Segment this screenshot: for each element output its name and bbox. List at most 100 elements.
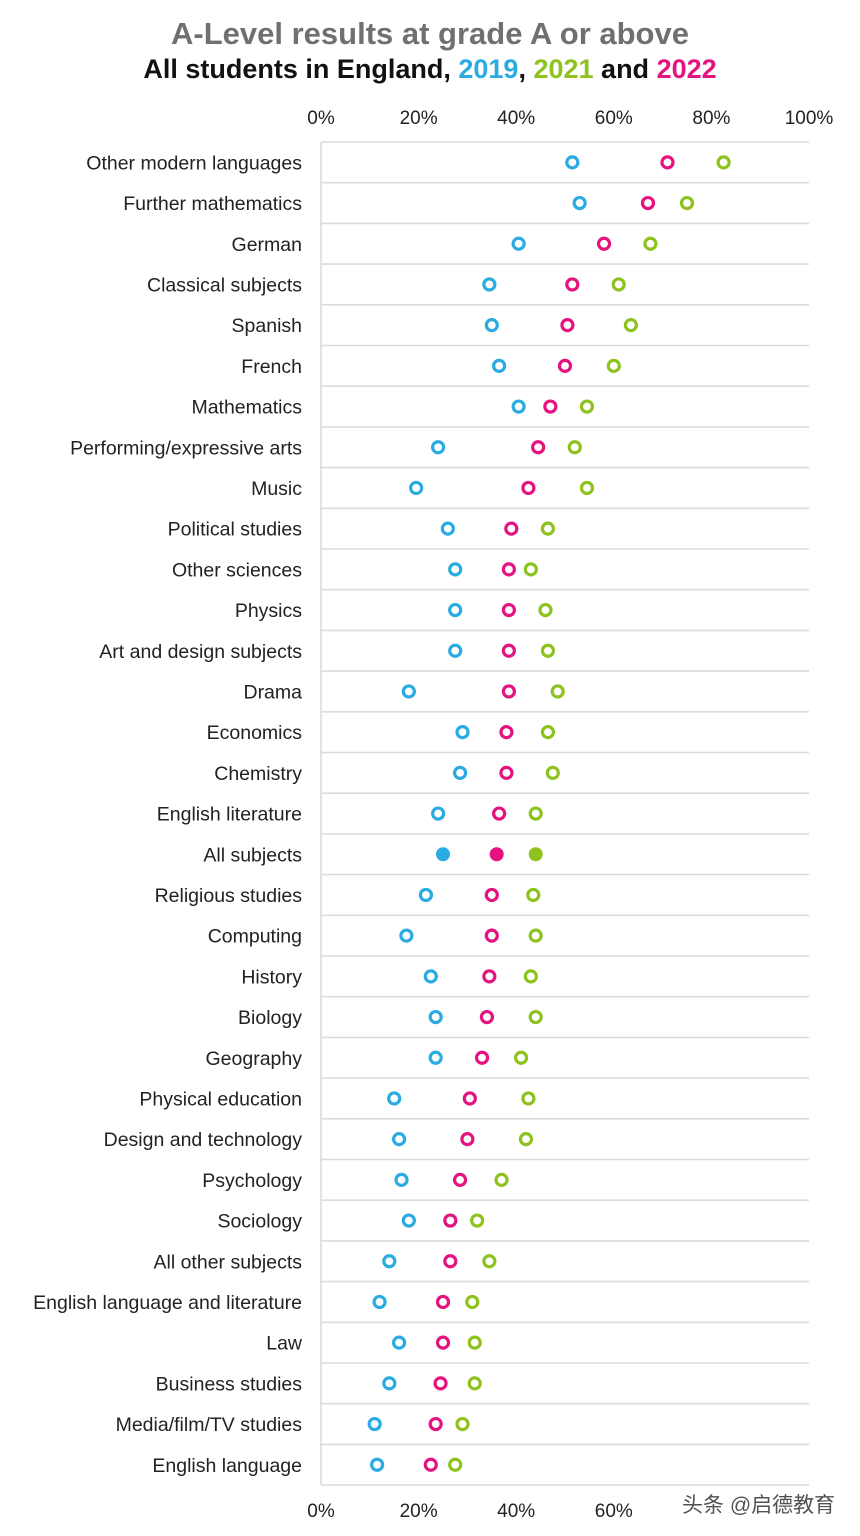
dot-2021 — [523, 562, 538, 577]
dot-2021 — [567, 440, 582, 455]
dot-2019 — [440, 521, 455, 536]
x-tick-label-top: 100% — [785, 108, 834, 129]
dot-2019 — [372, 1294, 387, 1310]
dot-2022 — [501, 602, 516, 618]
dot-2021 — [526, 887, 541, 903]
category-label: Economics — [207, 722, 303, 744]
dot-2021 — [540, 643, 556, 658]
x-tick-label-top: 20% — [400, 108, 438, 129]
category-label: Other sciences — [172, 559, 302, 581]
category-label: All subjects — [203, 844, 302, 866]
dot-2022 — [433, 1376, 448, 1391]
dot-2021 — [716, 155, 731, 170]
dot-2021 — [528, 928, 543, 943]
category-label: Music — [251, 478, 302, 500]
dot-2019 — [418, 887, 434, 903]
subtitle-sep-1: , — [518, 54, 534, 84]
x-tick-label-top: 60% — [595, 108, 633, 129]
legend-year-2021: 2021 — [533, 54, 594, 84]
dot-2022 — [543, 399, 558, 414]
category-label: Performing/expressive arts — [70, 437, 302, 459]
category-label: History — [241, 966, 302, 988]
category-label: Computing — [208, 926, 302, 948]
dot-2019 — [394, 1172, 409, 1187]
dot-2021 — [523, 969, 538, 984]
dot-2022 — [501, 562, 516, 577]
dot-2021 — [611, 277, 626, 292]
dot-2021 — [540, 725, 556, 740]
category-label: German — [232, 234, 302, 256]
dot-2019 — [391, 1335, 407, 1350]
dot-2021 — [494, 1172, 509, 1187]
category-label: Classical subjects — [147, 274, 302, 296]
dot-2019 — [428, 1009, 443, 1025]
dot-2022 — [492, 806, 507, 821]
dot-2022 — [484, 928, 499, 943]
chart-subtitle: All students in England, 2019, 2021 and … — [0, 54, 860, 85]
dot-2022 — [484, 887, 499, 903]
dot-2022 — [660, 155, 675, 170]
dot-2021 — [528, 806, 543, 821]
dot-2019 — [387, 1091, 402, 1106]
dot-2021 — [623, 318, 638, 333]
dot-2019 — [382, 1254, 397, 1269]
dot-2022 — [428, 1416, 443, 1432]
dot-2021 — [643, 236, 658, 251]
subtitle-prefix: All students in England, — [143, 54, 459, 84]
dot-2022 — [640, 195, 656, 211]
dot-2019 — [572, 195, 587, 211]
x-tick-label-top: 40% — [497, 108, 535, 129]
category-label: Mathematics — [191, 397, 302, 419]
category-label: Biology — [238, 1007, 302, 1029]
dot-2019 — [482, 277, 497, 292]
dot-2022 — [423, 1457, 438, 1472]
category-label: All other subjects — [154, 1251, 303, 1273]
dot-2022 — [596, 236, 612, 251]
category-label: Religious studies — [155, 885, 303, 907]
dot-2022 — [435, 1335, 451, 1350]
dot-2021 — [521, 1091, 536, 1106]
dot-2022 — [501, 643, 516, 658]
dot-2021 — [518, 1132, 534, 1147]
category-label: English language and literature — [33, 1292, 302, 1314]
dot-2019 — [565, 155, 580, 170]
dot-2019 — [448, 643, 463, 658]
dot-2019 — [455, 725, 470, 740]
dot-2019 — [399, 928, 414, 943]
dot-2019 — [401, 1213, 416, 1228]
dot-2022 — [531, 440, 546, 455]
x-tick-label-bottom: 60% — [595, 1501, 633, 1522]
dot-2019 — [423, 969, 438, 984]
dot-2021 — [513, 1050, 529, 1065]
category-label: Spanish — [232, 315, 302, 337]
x-tick-label-bottom: 0% — [307, 1501, 335, 1522]
legend-year-2022: 2022 — [656, 54, 717, 84]
dot-2021 — [679, 195, 695, 211]
dot-2021 — [579, 480, 595, 496]
category-label: Media/film/TV studies — [116, 1414, 303, 1436]
dot-2019 — [448, 602, 463, 618]
dot-2019 — [367, 1416, 382, 1432]
dot-2019 — [431, 806, 446, 821]
dot-2022 — [560, 318, 575, 333]
dot-2022 — [443, 1254, 458, 1269]
legend-year-2019: 2019 — [458, 54, 519, 84]
dot-2022 — [479, 1009, 495, 1025]
dot-2021 — [545, 765, 560, 780]
category-label: Law — [266, 1333, 303, 1355]
dot-2019 — [452, 765, 468, 780]
dot-2022 — [499, 725, 514, 740]
dot-2021 — [538, 602, 553, 618]
chart-title: A-Level results at grade A or above — [171, 16, 689, 51]
dot-2021 — [465, 1294, 480, 1310]
dot-2021 — [528, 1009, 543, 1025]
category-label: Physical education — [139, 1088, 302, 1110]
x-tick-label-top: 80% — [692, 108, 730, 129]
dot-2019 — [428, 1050, 443, 1065]
watermark: 头条 @启德教育 — [682, 1494, 836, 1517]
dot-2019 — [448, 562, 463, 577]
dot-2022 — [460, 1132, 475, 1147]
dot-2022 — [504, 521, 519, 536]
dot-2019 — [492, 358, 507, 373]
